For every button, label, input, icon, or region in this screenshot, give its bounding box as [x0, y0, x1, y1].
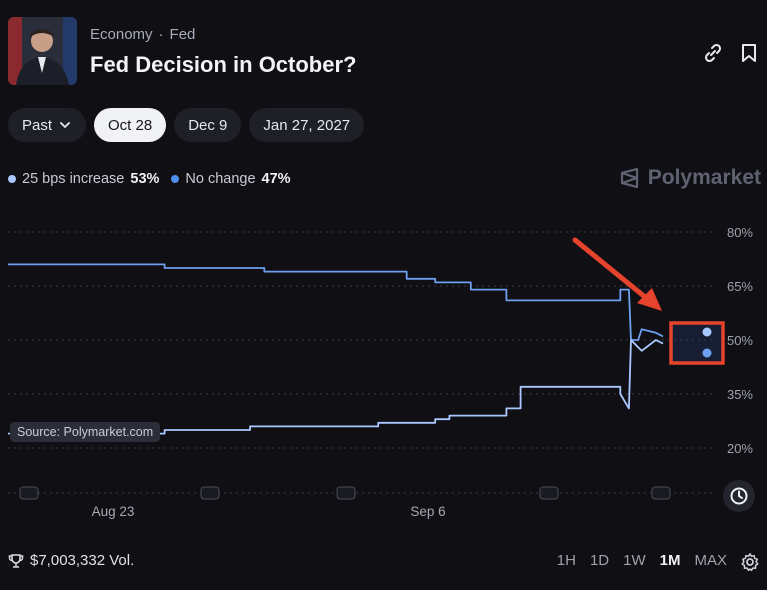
bookmark-icon[interactable]	[738, 42, 760, 64]
link-icon[interactable]	[702, 42, 724, 64]
tab-jan-27-2027[interactable]: Jan 27, 2027	[249, 108, 365, 142]
legend-label-increase: 25 bps increase	[22, 171, 125, 187]
legend-value-no-change: 47%	[261, 171, 291, 187]
x-tick-label: Aug 23	[92, 504, 135, 519]
chart-legend: 25 bps increase 53% No change 47%	[8, 171, 291, 187]
tab-dec-9[interactable]: Dec 9	[174, 108, 242, 142]
breadcrumb: Economy · Fed	[90, 26, 196, 43]
page-title: Fed Decision in October?	[90, 52, 357, 77]
range-1h[interactable]: 1H	[556, 552, 576, 569]
volume-value: $7,003,332 Vol.	[30, 552, 135, 569]
y-tick-label: 35%	[727, 387, 753, 402]
polymarket-icon	[620, 167, 638, 189]
y-tick-label: 65%	[727, 279, 753, 294]
volume: $7,003,332 Vol.	[8, 552, 134, 569]
legend-item-increase: 25 bps increase 53%	[8, 171, 159, 187]
range-max[interactable]: MAX	[694, 552, 727, 569]
market-thumbnail	[8, 17, 77, 85]
endpoint-no-change	[702, 348, 712, 358]
gear-icon[interactable]	[740, 552, 760, 572]
brand-name: Polymarket	[647, 166, 761, 189]
scrub-handle	[200, 486, 220, 500]
legend-item-no-change: No change 47%	[171, 171, 291, 187]
range-1w[interactable]: 1W	[623, 552, 646, 569]
annotation-box	[669, 321, 725, 365]
range-1m[interactable]: 1M	[659, 552, 681, 569]
range-1d[interactable]: 1D	[589, 552, 610, 569]
trophy-icon	[8, 553, 24, 568]
scrub-handle	[336, 486, 356, 500]
clock-icon	[730, 487, 748, 505]
price-chart[interactable]: 80% 65% 50% 35% 20% Aug 23 Sep 6	[0, 215, 767, 525]
clock-button[interactable]	[723, 480, 755, 512]
x-tick-label: Sep 6	[410, 504, 445, 519]
scrub-handle	[651, 486, 671, 500]
y-tick-label: 20%	[727, 441, 753, 456]
y-tick-label: 80%	[727, 225, 753, 240]
legend-dot-no-change	[171, 175, 180, 183]
series-line	[8, 263, 664, 341]
legend-value-increase: 53%	[130, 171, 160, 187]
tab-past[interactable]: Past	[8, 108, 87, 142]
date-tabs: Past Oct 28 Dec 9 Jan 27, 2027	[8, 108, 365, 142]
legend-label-no-change: No change	[185, 171, 256, 187]
annotation-arrowhead	[637, 288, 662, 311]
breadcrumb-economy[interactable]: Economy	[90, 26, 153, 43]
scrub-handle	[539, 486, 559, 500]
tab-past-label: Past	[22, 116, 53, 134]
scrub-handle	[19, 486, 39, 500]
endpoint-increase	[702, 327, 712, 337]
polymarket-logo: Polymarket	[618, 166, 761, 190]
tab-oct-28[interactable]: Oct 28	[94, 108, 167, 142]
series-line	[8, 339, 664, 435]
legend-dot-increase	[8, 175, 16, 183]
annotation-arrow	[572, 237, 653, 304]
y-tick-label: 50%	[727, 333, 753, 348]
breadcrumb-fed[interactable]: Fed	[169, 26, 196, 43]
chevron-down-icon	[60, 122, 70, 129]
range-selector: 1H 1D 1W 1M MAX	[557, 552, 727, 569]
source-label: Source: Polymarket.com	[10, 422, 161, 442]
